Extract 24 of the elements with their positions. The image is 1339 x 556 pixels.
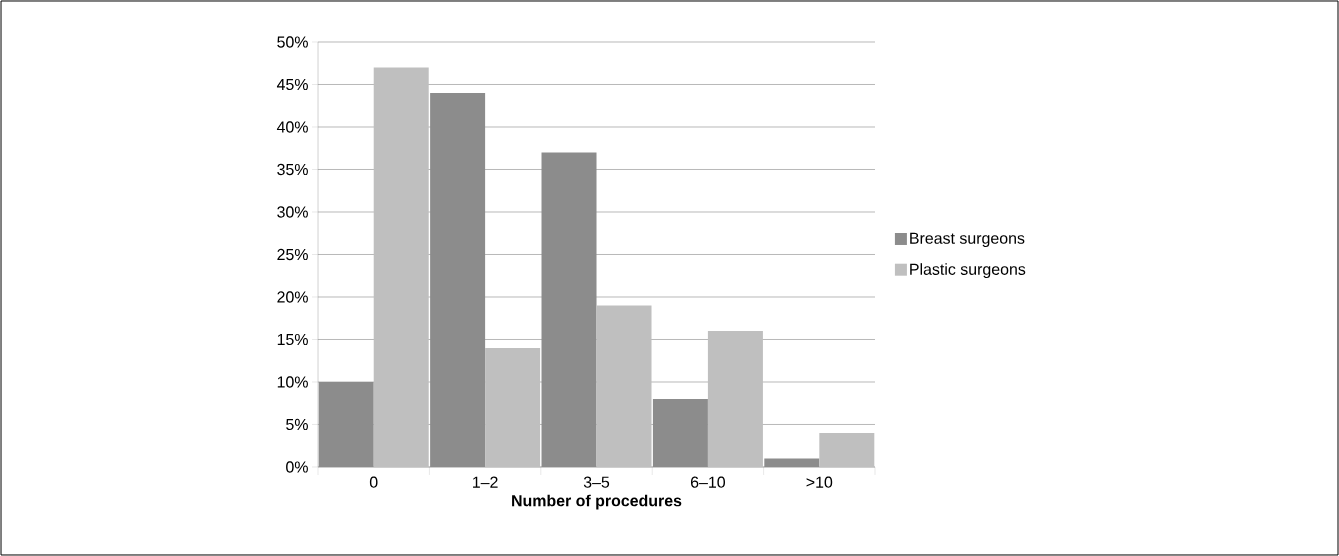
- bar: [707, 330, 763, 467]
- bar: [596, 305, 652, 467]
- legend-label: Plastic surgeons: [910, 263, 1026, 279]
- x-tick-label: 3–5: [583, 476, 610, 488]
- y-tick-label: 40%: [276, 121, 308, 133]
- x-tick-label: 0: [369, 476, 378, 488]
- y-tick-label: 45%: [276, 78, 308, 91]
- y-tick-label: 0%: [286, 461, 308, 473]
- x-tick-label: >10: [806, 476, 833, 488]
- x-tick-label: 6–10: [691, 476, 726, 488]
- x-tick-label: 1–2: [473, 476, 498, 488]
- y-tick-label: 10%: [277, 376, 308, 388]
- y-tick-label: 25%: [277, 248, 308, 261]
- y-tick-label: 15%: [277, 333, 308, 346]
- bar: [485, 347, 541, 467]
- bar: [373, 67, 429, 467]
- x-axis-title: Number of procedures: [512, 494, 682, 510]
- y-tick-label: 30%: [277, 206, 308, 218]
- bar: [819, 432, 875, 467]
- y-tick-label: 20%: [277, 291, 308, 303]
- y-tick-label: 50%: [277, 36, 308, 48]
- y-tick-label: 35%: [277, 163, 308, 176]
- legend-label: Breast surgeons: [910, 232, 1025, 248]
- y-tick-label: 5%: [286, 418, 308, 431]
